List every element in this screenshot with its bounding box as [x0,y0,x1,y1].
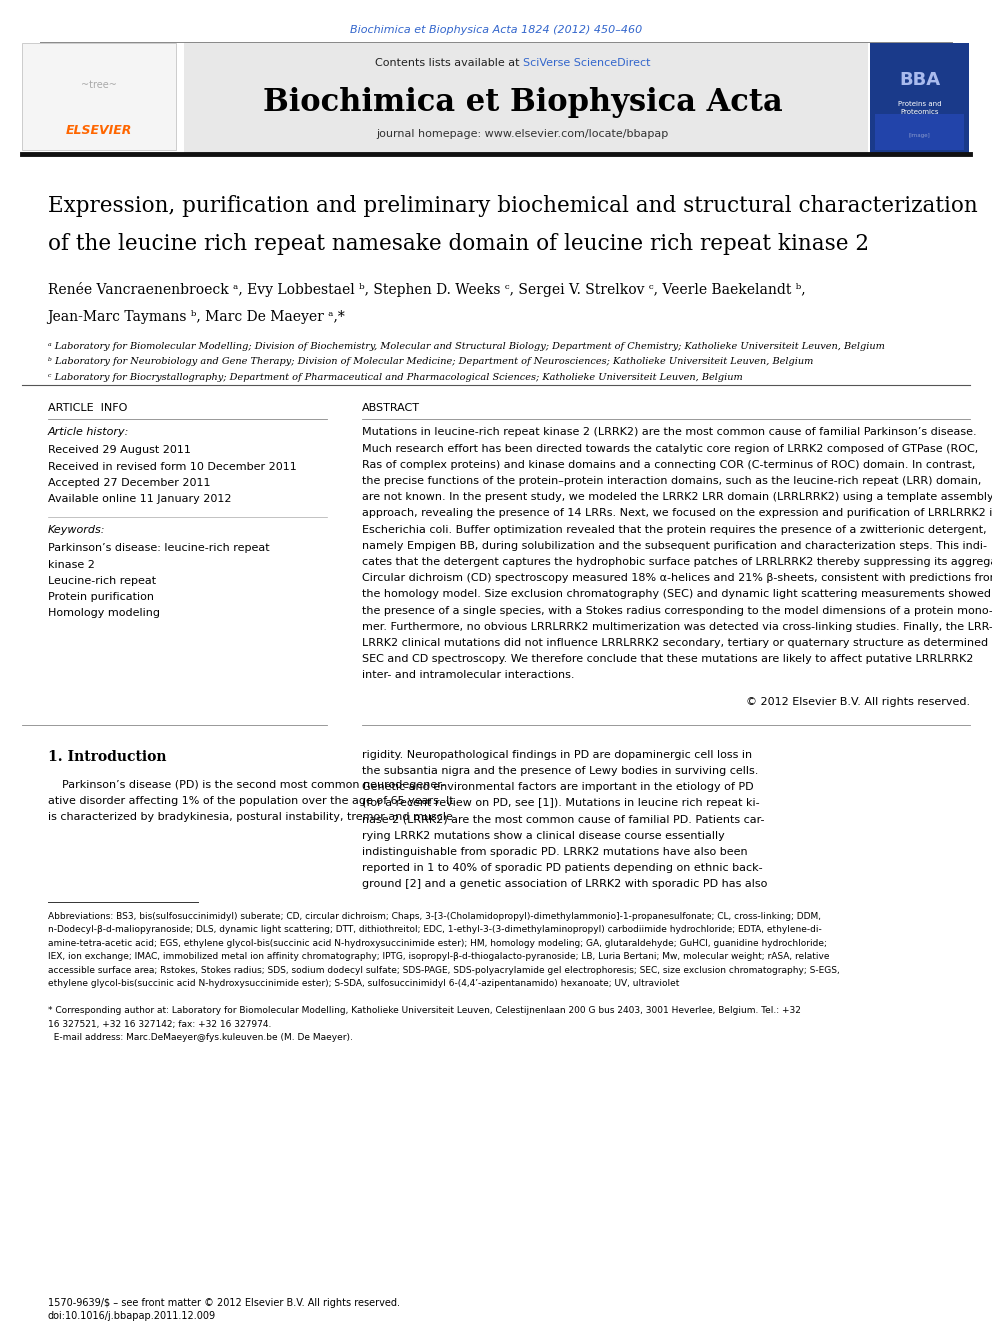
Text: ground [2] and a genetic association of LRRK2 with sporadic PD has also: ground [2] and a genetic association of … [362,880,768,889]
Bar [875,114,964,149]
Text: Received in revised form 10 December 2011: Received in revised form 10 December 201… [48,462,297,472]
Text: Parkinson’s disease (PD) is the second most common neurodegener-: Parkinson’s disease (PD) is the second m… [48,779,444,790]
Text: Keywords:: Keywords: [48,525,105,536]
Text: accessible surface area; Rstokes, Stokes radius; SDS, sodium dodecyl sulfate; SD: accessible surface area; Rstokes, Stokes… [48,966,839,975]
Bar [184,42,868,153]
Text: namely Empigen BB, during solubilization and the subsequent purification and cha: namely Empigen BB, during solubilization… [362,541,987,550]
Text: Genetic and environmental factors are important in the etiology of PD: Genetic and environmental factors are im… [362,782,754,792]
Text: the subsantia nigra and the presence of Lewy bodies in surviving cells.: the subsantia nigra and the presence of … [362,766,759,775]
Text: Contents lists available at: Contents lists available at [375,58,523,67]
Text: n-Dodecyl-β-d-maliopyranoside; DLS, dynamic light scattering; DTT, dithiothreito: n-Dodecyl-β-d-maliopyranoside; DLS, dyna… [48,925,821,934]
Text: Jean-Marc Taymans ᵇ, Marc De Maeyer ᵃ,*: Jean-Marc Taymans ᵇ, Marc De Maeyer ᵃ,* [48,310,345,324]
Text: of the leucine rich repeat namesake domain of leucine rich repeat kinase 2: of the leucine rich repeat namesake doma… [48,233,869,255]
Text: 1570-9639/$ – see front matter © 2012 Elsevier B.V. All rights reserved.: 1570-9639/$ – see front matter © 2012 El… [48,1298,400,1308]
Text: ᵃ Laboratory for Biomolecular Modelling; Division of Biochemistry, Molecular and: ᵃ Laboratory for Biomolecular Modelling;… [48,343,885,351]
Text: Accepted 27 December 2011: Accepted 27 December 2011 [48,478,210,488]
Text: reported in 1 to 40% of sporadic PD patients depending on ethnic back-: reported in 1 to 40% of sporadic PD pati… [362,863,763,873]
Text: © 2012 Elsevier B.V. All rights reserved.: © 2012 Elsevier B.V. All rights reserved… [746,697,970,706]
Text: Ras of complex proteins) and kinase domains and a connecting COR (C-terminus of : Ras of complex proteins) and kinase doma… [362,460,975,470]
Text: doi:10.1016/j.bbapap.2011.12.009: doi:10.1016/j.bbapap.2011.12.009 [48,1311,215,1320]
Text: Mutations in leucine-rich repeat kinase 2 (LRRK2) are the most common cause of f: Mutations in leucine-rich repeat kinase … [362,427,977,438]
Text: Protein purification: Protein purification [48,593,154,602]
Text: rigidity. Neuropathological findings in PD are dopaminergic cell loss in: rigidity. Neuropathological findings in … [362,750,752,759]
Text: 1. Introduction: 1. Introduction [48,750,166,763]
Text: cates that the detergent captures the hydrophobic surface patches of LRRLRRK2 th: cates that the detergent captures the hy… [362,557,992,568]
Text: indistinguishable from sporadic PD. LRRK2 mutations have also been: indistinguishable from sporadic PD. LRRK… [362,847,748,857]
Text: ELSEVIER: ELSEVIER [66,123,132,136]
Text: SciVerse ScienceDirect: SciVerse ScienceDirect [523,58,651,67]
Text: the presence of a single species, with a Stokes radius corresponding to the mode: the presence of a single species, with a… [362,606,992,615]
Text: mer. Furthermore, no obvious LRRLRRK2 multimerization was detected via cross-lin: mer. Furthermore, no obvious LRRLRRK2 mu… [362,622,992,632]
Text: Expression, purification and preliminary biochemical and structural characteriza: Expression, purification and preliminary… [48,194,977,217]
Text: * Corresponding author at: Laboratory for Biomolecular Modelling, Katholieke Uni: * Corresponding author at: Laboratory fo… [48,1007,801,1015]
Text: ethylene glycol-bis(succinic acid N-hydroxysuccinimide ester); S-SDA, sulfosucci: ethylene glycol-bis(succinic acid N-hydr… [48,979,679,988]
Text: IEX, ion exchange; IMAC, immobilized metal ion affinity chromatography; IPTG, is: IEX, ion exchange; IMAC, immobilized met… [48,953,829,962]
Text: rying LRRK2 mutations show a clinical disease course essentially: rying LRRK2 mutations show a clinical di… [362,831,725,840]
Text: kinase 2: kinase 2 [48,560,94,570]
Text: SEC and CD spectroscopy. We therefore conclude that these mutations are likely t: SEC and CD spectroscopy. We therefore co… [362,655,973,664]
Text: ~tree~: ~tree~ [81,79,117,90]
Text: Leucine-rich repeat: Leucine-rich repeat [48,576,156,586]
Text: nase 2 (LRRK2) are the most common cause of familial PD. Patients car-: nase 2 (LRRK2) are the most common cause… [362,815,765,824]
Text: amine-tetra-acetic acid; EGS, ethylene glycol-bis(succinic acid N-hydroxysuccini: amine-tetra-acetic acid; EGS, ethylene g… [48,939,826,947]
Text: Renée Vancraenenbroeck ᵃ, Evy Lobbestael ᵇ, Stephen D. Weeks ᶜ, Sergei V. Strelk: Renée Vancraenenbroeck ᵃ, Evy Lobbestael… [48,282,806,296]
Text: [image]: [image] [909,132,930,138]
Text: Much research effort has been directed towards the catalytic core region of LRRK: Much research effort has been directed t… [362,443,978,454]
Text: journal homepage: www.elsevier.com/locate/bbapap: journal homepage: www.elsevier.com/locat… [377,130,669,139]
Text: Parkinson’s disease: leucine-rich repeat: Parkinson’s disease: leucine-rich repeat [48,544,269,553]
Text: ARTICLE  INFO: ARTICLE INFO [48,404,127,413]
Text: Escherichia coli. Buffer optimization revealed that the protein requires the pre: Escherichia coli. Buffer optimization re… [362,525,987,534]
Text: are not known. In the present study, we modeled the LRRK2 LRR domain (LRRLRRK2) : are not known. In the present study, we … [362,492,992,503]
Text: Article history:: Article history: [48,427,129,438]
Text: Homology modeling: Homology modeling [48,609,160,618]
Text: ative disorder affecting 1% of the population over the age of 65 years. It: ative disorder affecting 1% of the popul… [48,796,453,806]
Text: (for a recent review on PD, see [1]). Mutations in leucine rich repeat ki-: (for a recent review on PD, see [1]). Mu… [362,798,760,808]
Text: Proteins and
Proteomics: Proteins and Proteomics [898,101,941,115]
Text: inter- and intramolecular interactions.: inter- and intramolecular interactions. [362,671,574,680]
Text: ᶜ Laboratory for Biocrystallography; Department of Pharmaceutical and Pharmacolo: ᶜ Laboratory for Biocrystallography; Dep… [48,373,742,382]
Text: is characterized by bradykinesia, postural instability, tremor and muscle: is characterized by bradykinesia, postur… [48,812,452,822]
Text: Available online 11 January 2012: Available online 11 January 2012 [48,493,231,504]
Text: Biochimica et Biophysica Acta: Biochimica et Biophysica Acta [263,86,783,118]
Text: Abbreviations: BS3, bis(sulfosuccinimidyl) suberate; CD, circular dichroism; Cha: Abbreviations: BS3, bis(sulfosuccinimidy… [48,912,820,921]
Text: E-mail address: Marc.DeMaeyer@fys.kuleuven.be (M. De Maeyer).: E-mail address: Marc.DeMaeyer@fys.kuleuv… [48,1033,352,1043]
Text: Biochimica et Biophysica Acta 1824 (2012) 450–460: Biochimica et Biophysica Acta 1824 (2012… [350,25,642,34]
Text: 16 327521, +32 16 327142; fax: +32 16 327974.: 16 327521, +32 16 327142; fax: +32 16 32… [48,1020,271,1029]
Text: Circular dichroism (CD) spectroscopy measured 18% α-helices and 21% β-sheets, co: Circular dichroism (CD) spectroscopy mea… [362,573,992,583]
Text: ABSTRACT: ABSTRACT [362,404,420,413]
Text: Received 29 August 2011: Received 29 August 2011 [48,446,190,455]
Bar [22,44,176,149]
Text: LRRK2 clinical mutations did not influence LRRLRRK2 secondary, tertiary or quate: LRRK2 clinical mutations did not influen… [362,638,992,648]
Bar [870,44,969,153]
Text: approach, revealing the presence of 14 LRRs. Next, we focused on the expression : approach, revealing the presence of 14 L… [362,508,992,519]
Text: the precise functions of the protein–protein interaction domains, such as the le: the precise functions of the protein–pro… [362,476,981,486]
Text: ᵇ Laboratory for Neurobiology and Gene Therapy; Division of Molecular Medicine; : ᵇ Laboratory for Neurobiology and Gene T… [48,357,813,366]
Text: BBA: BBA [899,71,940,89]
Text: the homology model. Size exclusion chromatography (SEC) and dynamic light scatte: the homology model. Size exclusion chrom… [362,590,991,599]
